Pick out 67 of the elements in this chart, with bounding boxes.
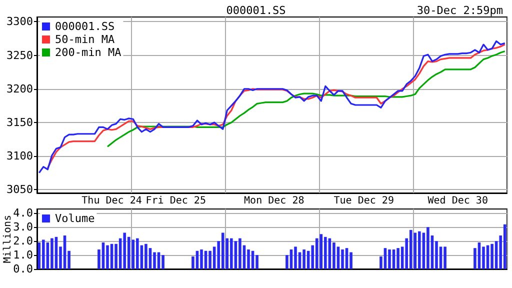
chart-title: 000001.SS (226, 4, 286, 17)
bar (148, 248, 152, 269)
bar (110, 244, 114, 269)
bar (162, 255, 164, 269)
bar (345, 248, 348, 269)
bar (409, 230, 412, 269)
bar (256, 255, 258, 269)
legend-label: Volume (55, 212, 95, 225)
y-tick-label: 3.0 (13, 220, 33, 234)
x-tick-label: Mon Dec 28 (244, 196, 304, 206)
bar (336, 246, 340, 269)
bar (444, 246, 446, 269)
bar (102, 242, 105, 269)
line-series (106, 50, 506, 148)
bar (414, 232, 417, 269)
y-tick-label: 3050 (6, 183, 33, 196)
legend-label: 200-min MA (55, 46, 122, 59)
bar (384, 248, 387, 269)
bar (392, 249, 396, 269)
bar (341, 249, 344, 269)
bar (127, 236, 130, 269)
bar (234, 241, 238, 269)
y-tick-label: 3250 (6, 48, 33, 62)
bar (200, 249, 203, 269)
bar (63, 236, 66, 269)
y-tick-label: 2.0 (13, 234, 33, 248)
bar (332, 242, 336, 269)
x-tick-label: Fri Dec 25 (146, 196, 206, 206)
bar (238, 238, 242, 269)
bar (46, 242, 50, 269)
chart-subtitle: 30-Dec 2:59pm (416, 4, 504, 17)
bar (426, 227, 430, 269)
bar (208, 250, 212, 269)
bar (153, 252, 156, 269)
y-tick-label: 3200 (6, 82, 33, 96)
x-tick-label: Wed Dec 30 (428, 196, 488, 206)
bar (247, 249, 250, 269)
y-tick-label: 0.0 (13, 262, 33, 276)
bar (315, 238, 318, 269)
bar (132, 240, 135, 269)
legend-label: 50-min MA (55, 33, 115, 46)
bar (106, 245, 109, 269)
x-tick-label: Thu Dec 24 (82, 196, 142, 206)
bar (482, 246, 485, 269)
bar (350, 252, 352, 269)
y-axis-title: Millions (2, 214, 14, 264)
y-tick-label: 3100 (6, 150, 33, 163)
bar (302, 249, 306, 269)
x-tick-label: Tue Dec 29 (334, 196, 394, 206)
bar (490, 244, 494, 269)
bar (478, 242, 481, 269)
y-tick-label: 3300 (6, 15, 33, 28)
bar (320, 234, 323, 269)
bar (290, 249, 293, 269)
y-tick-label: 1.0 (13, 248, 33, 262)
bar (503, 224, 506, 269)
y-tick-label: 4.0 (13, 206, 33, 220)
bar (221, 232, 224, 269)
bar (54, 236, 58, 269)
bar (294, 246, 297, 269)
bar (38, 242, 41, 269)
bar (396, 248, 400, 269)
bar (144, 244, 148, 269)
y-tick-label: 3150 (6, 116, 33, 129)
legend-label: 000001.SS (55, 20, 115, 33)
bar (388, 249, 391, 269)
bar (50, 238, 54, 269)
